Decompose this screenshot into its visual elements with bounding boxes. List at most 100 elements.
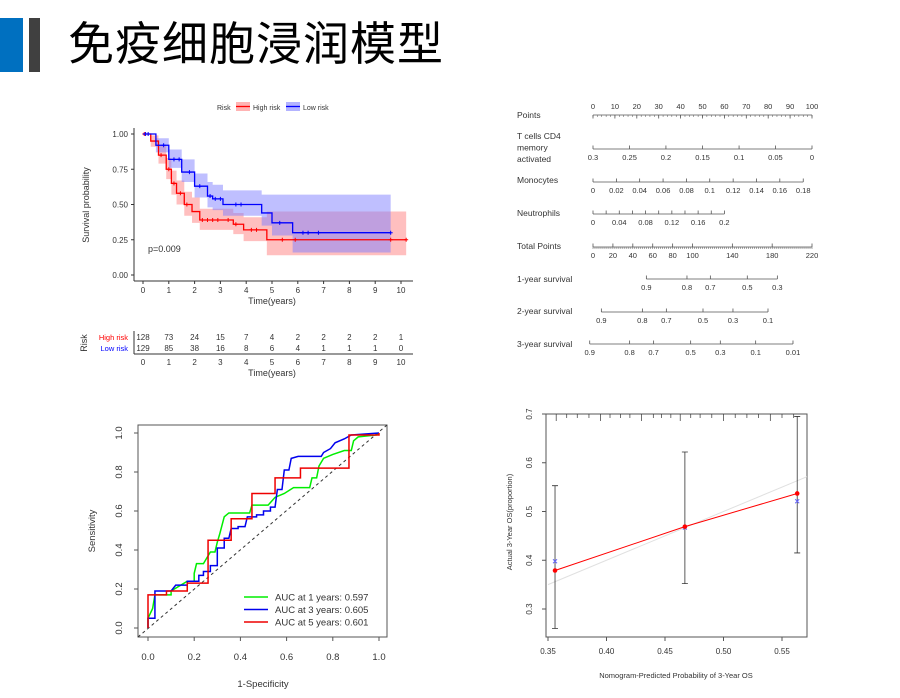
nomogram-tick-label: 0.7 [661, 316, 671, 325]
censor-mark [215, 218, 220, 223]
risk-row-label: High risk [99, 333, 128, 342]
x-tick-label: 0.8 [326, 652, 339, 663]
nomogram-tick-label: 0.1 [750, 348, 760, 357]
censor-mark [200, 218, 205, 223]
x-tick-label: 0 [141, 286, 146, 295]
legend-label: AUC at 1 years: 0.597 [275, 593, 368, 604]
risk-count: 73 [164, 333, 173, 342]
nomogram-tick-label: 40 [676, 102, 684, 111]
calibration-chart: 0.35 0.40 0.45 0.50 0.55 0.3 0.4 0.5 0.6 0.7 Nomog… [505, 408, 808, 680]
nomogram-tick-label: 0.1 [734, 153, 744, 162]
nomogram-tick-label: 0.18 [796, 186, 811, 195]
nomogram-tick-label: 0.2 [661, 153, 671, 162]
censor-mark [300, 230, 305, 235]
roc-curve [147, 433, 380, 628]
y-tick-label: 0.6 [525, 457, 534, 469]
risk-x-tick-label: 4 [244, 358, 249, 367]
nomogram-tick-label: 0 [810, 153, 814, 162]
x-tick-label: 3 [218, 286, 223, 295]
error-bar [794, 416, 801, 554]
censor-mark [178, 191, 183, 196]
nomogram-tick-label: 80 [668, 251, 676, 260]
nomogram-tick-label: 0.1 [763, 316, 773, 325]
legend-label: AUC at 3 years: 0.605 [275, 605, 368, 616]
x-tick-label: 0.0 [141, 652, 154, 663]
risk-count: 2 [347, 333, 352, 342]
censor-mark [388, 237, 393, 242]
y-tick-label: 0.5 [525, 505, 534, 517]
x-tick-label: 0.4 [234, 652, 247, 663]
risk-count: 7 [244, 333, 249, 342]
risk-count: 24 [190, 333, 199, 342]
y-tick-label: 0.7 [525, 408, 534, 420]
legend-label: Low risk [303, 105, 329, 112]
roc-chart: 0.0 0.2 0.4 0.6 0.8 1.0 0.0 0.2 0.4 0.6 0.8 1.0 1-Sp… [87, 424, 388, 690]
censor-mark [161, 143, 166, 148]
nomogram-tick-label: 100 [686, 251, 699, 260]
risk-x-tick-label: 1 [167, 358, 172, 367]
risk-count: 38 [190, 344, 199, 353]
nomogram-row-label: Points [517, 110, 541, 120]
nomogram-tick-label: 0.25 [622, 153, 637, 162]
nomogram-tick-label: 0.9 [596, 316, 606, 325]
nomogram-tick-label: 90 [786, 102, 794, 111]
nomogram-tick-label: 20 [633, 102, 641, 111]
censor-mark [233, 222, 238, 227]
nomogram-tick-label: 0.8 [624, 348, 634, 357]
nomogram-tick-label: 60 [720, 102, 728, 111]
x-tick-label: 10 [397, 286, 406, 295]
nomogram-tick-label: 0 [591, 218, 595, 227]
nomogram-row-label: memory [517, 143, 548, 153]
nomogram-tick-label: 0 [591, 251, 595, 260]
y-tick-label: 1.0 [114, 426, 125, 439]
legend-label: High risk [253, 105, 281, 112]
risk-count: 8 [244, 344, 249, 353]
y-tick-label: 0.25 [112, 236, 128, 245]
censor-mark [249, 227, 254, 232]
plot-frame [545, 413, 808, 638]
nomogram-row-label: activated [517, 154, 551, 164]
risk-count: 129 [136, 344, 150, 353]
nomogram-tick-label: 0.05 [768, 153, 783, 162]
x-axis-label: Nomogram-Predicted Probability of 3-Year… [599, 671, 753, 680]
nomogram-row-label: 2-year survival [517, 306, 572, 316]
censor-mark [388, 230, 393, 235]
y-tick-label: 0.6 [114, 504, 125, 517]
nomogram-tick-label: 10 [611, 102, 619, 111]
y-tick-label: 0.0 [114, 621, 125, 634]
y-axis-label: Sensitivity [87, 509, 98, 552]
y-tick-label: 1.00 [112, 130, 128, 139]
x-axis-label: 1-Specificity [237, 679, 288, 690]
nomogram-tick-label: 0.1 [705, 186, 715, 195]
nomogram-tick-label: 0.15 [695, 153, 710, 162]
reference-diagonal [137, 424, 388, 638]
nomogram-tick-label: 0.16 [773, 186, 788, 195]
risk-x-tick-label: 0 [141, 358, 146, 367]
observed-line [554, 492, 798, 571]
nomogram-tick-label: 220 [806, 251, 819, 260]
censor-mark [208, 194, 213, 199]
y-tick-label: 0.2 [114, 582, 125, 595]
nomogram-tick-label: 0.3 [728, 316, 738, 325]
x-tick-label: 0.35 [540, 647, 556, 656]
censor-mark [233, 202, 238, 207]
risk-count: 128 [136, 333, 150, 342]
nomogram-row-label: 1-year survival [517, 274, 572, 284]
risk-count: 4 [296, 344, 301, 353]
nomogram-row-label: Total Points [517, 241, 561, 251]
x-tick-label: 0.6 [280, 652, 293, 663]
legend-label: AUC at 5 years: 0.601 [275, 618, 368, 629]
y-tick-label: 0.75 [112, 165, 128, 174]
nomogram-tick-label: 0 [591, 102, 595, 111]
censor-mark [171, 157, 176, 162]
x-tick-label: 7 [321, 286, 326, 295]
censor-mark [293, 237, 298, 242]
censor-mark [146, 132, 151, 136]
risk-count: 1 [347, 344, 352, 353]
nomogram-tick-label: 0.8 [682, 283, 692, 292]
risk-x-tick-label: 6 [296, 358, 301, 367]
risk-count: 15 [216, 333, 225, 342]
risk-count: 2 [373, 333, 378, 342]
x-tick-label: 0.2 [188, 652, 201, 663]
